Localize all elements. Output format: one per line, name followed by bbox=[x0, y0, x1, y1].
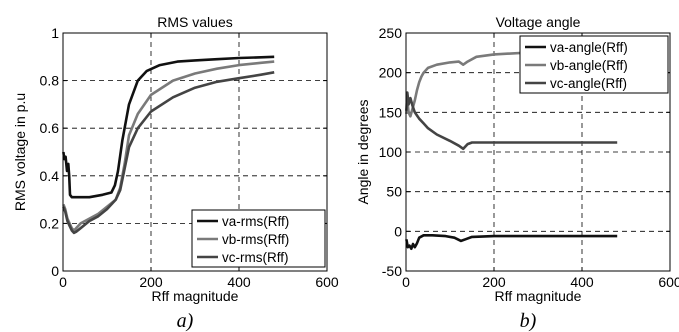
y-tick-label: 0.2 bbox=[40, 215, 60, 231]
series-group bbox=[62, 55, 275, 235]
chart-title: RMS values bbox=[157, 14, 232, 30]
x-tick-label: 600 bbox=[658, 274, 679, 290]
y-tick-label: 0.8 bbox=[40, 73, 60, 89]
legend-label-3: vc-angle(Rff) bbox=[550, 76, 627, 91]
plot-frame bbox=[405, 32, 671, 272]
x-tick-label: 200 bbox=[139, 274, 163, 290]
chart-title: Voltage angle bbox=[496, 14, 581, 30]
plot-frame bbox=[62, 32, 328, 272]
y-tick-label: 50 bbox=[386, 184, 402, 200]
y-tick-label: -50 bbox=[382, 263, 402, 279]
x-tick-labels: 0 200 400 600 bbox=[402, 274, 679, 290]
legend-label-1: va-angle(Rff) bbox=[550, 40, 628, 55]
series-line-3 bbox=[62, 71, 275, 235]
y-tick-label: 1 bbox=[51, 25, 59, 41]
series-line-2 bbox=[62, 60, 275, 232]
y-tick-label: 200 bbox=[379, 65, 403, 81]
x-tick-label: 0 bbox=[59, 274, 67, 290]
x-tick-label: 400 bbox=[570, 274, 594, 290]
x-axis-label: Rff magnitude bbox=[495, 288, 582, 304]
series-line-2 bbox=[405, 47, 618, 118]
series-line-1 bbox=[405, 234, 618, 251]
y-tick-label: 0 bbox=[51, 263, 59, 279]
x-tick-label: 600 bbox=[315, 274, 339, 290]
x-axis-label: Rff magnitude bbox=[152, 288, 239, 304]
y-axis-label: Angle in degrees bbox=[355, 99, 371, 204]
figure-caption: b) bbox=[520, 310, 537, 332]
legend: va-angle(Rff) vb-angle(Rff) vc-angle(Rff) bbox=[519, 35, 669, 94]
y-tick-labels: -50 0 50 100 150 200 250 bbox=[379, 25, 403, 279]
y-tick-label: 250 bbox=[379, 25, 403, 41]
y-tick-label: 0.4 bbox=[40, 168, 60, 184]
legend: va-rms(Rff) vb-rms(Rff) vc-rms(Rff) bbox=[191, 209, 326, 268]
y-tick-label: 0.6 bbox=[40, 120, 60, 136]
figure-caption: a) bbox=[177, 310, 194, 332]
legend-label-2: vb-angle(Rff) bbox=[550, 58, 628, 73]
legend-label-2: vb-rms(Rff) bbox=[222, 232, 289, 247]
y-tick-label: 0 bbox=[394, 223, 402, 239]
x-tick-label: 0 bbox=[402, 274, 410, 290]
legend-label-3: vc-rms(Rff) bbox=[222, 250, 289, 265]
x-tick-labels: 0 200 400 600 bbox=[59, 274, 339, 290]
chart-rms: 0 200 400 600 0 0.2 0.4 0.6 0.8 1 RMS values Rff… bbox=[12, 14, 339, 332]
x-tick-label: 200 bbox=[482, 274, 506, 290]
series-group bbox=[405, 47, 618, 251]
legend-label-1: va-rms(Rff) bbox=[222, 214, 289, 229]
y-tick-labels: 0 0.2 0.4 0.6 0.8 1 bbox=[40, 25, 60, 279]
x-tick-label: 400 bbox=[227, 274, 251, 290]
y-tick-label: 150 bbox=[379, 104, 403, 120]
series-line-3 bbox=[405, 91, 618, 151]
series-line-1 bbox=[62, 55, 275, 199]
y-axis-label: RMS voltage in p.u bbox=[12, 93, 28, 211]
y-tick-label: 100 bbox=[379, 144, 403, 160]
